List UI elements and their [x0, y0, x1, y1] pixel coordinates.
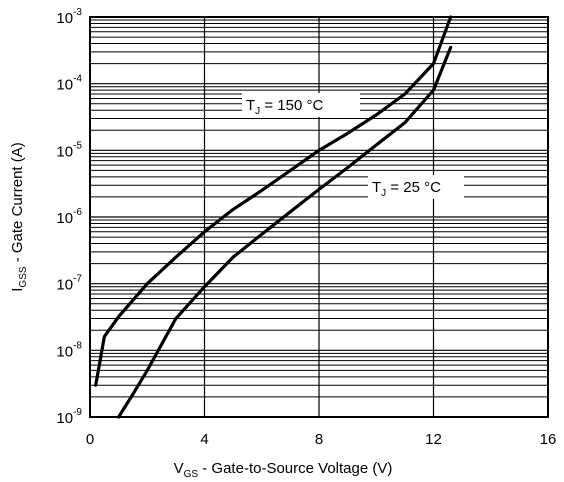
- y-tick-label: 10-4: [56, 74, 82, 94]
- y-tick-label: 10-7: [56, 274, 82, 294]
- series-annotation-1: TJ = 25 °C: [372, 179, 441, 199]
- series-line-0: [94, 15, 453, 387]
- annotation-bg-0: [242, 93, 360, 117]
- x-tick-label: 12: [425, 431, 442, 448]
- y-tick-label: 10-8: [56, 340, 82, 360]
- x-axis-title: VGS - Gate-to-Source Voltage (V): [174, 460, 393, 480]
- plot-frame: [89, 16, 549, 418]
- y-tick-label: 10-5: [56, 140, 82, 160]
- series-line-1: [117, 45, 453, 419]
- y-tick-label: 10-9: [56, 407, 82, 427]
- y-tick-label: 10-6: [56, 207, 82, 227]
- x-tick-label: 4: [200, 431, 208, 448]
- y-axis-title: IGSS - Gate Current (A): [9, 142, 29, 292]
- x-tick-label: 8: [315, 431, 323, 448]
- x-tick-label: 16: [540, 431, 557, 448]
- x-tick-label: 0: [86, 431, 94, 448]
- series-annotation-0: TJ = 150 °C: [246, 97, 323, 117]
- y-tick-label: 10-3: [56, 7, 82, 27]
- annotation-bg-1: [368, 175, 464, 199]
